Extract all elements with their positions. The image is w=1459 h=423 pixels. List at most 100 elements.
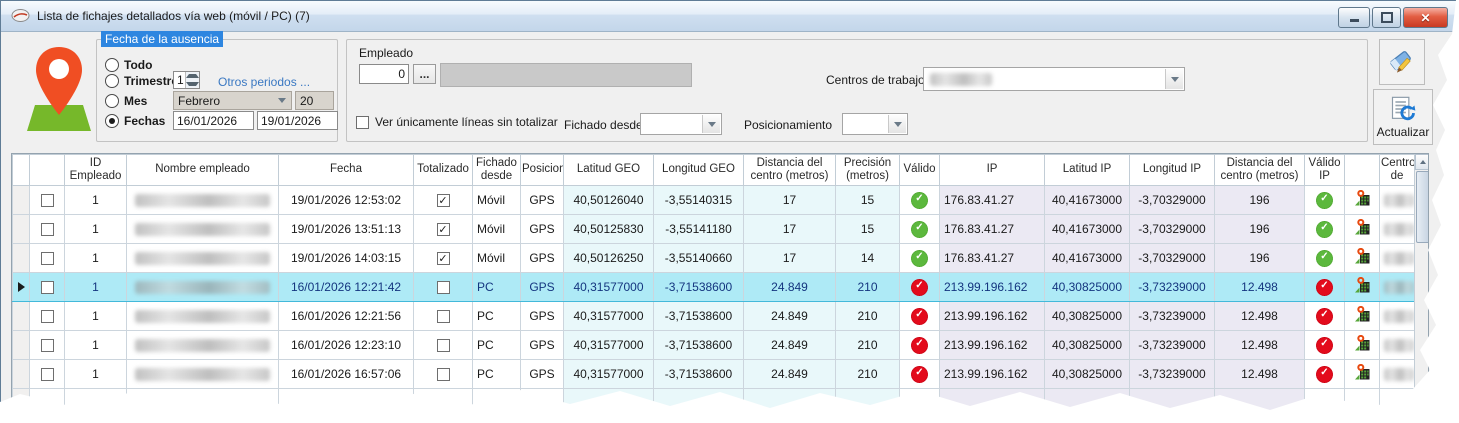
cell-latitud-geo[interactable] — [564, 418, 654, 422]
cell-fecha[interactable]: 19/01/2026 12:53:02 — [278, 185, 414, 215]
cell-fecha[interactable] — [279, 418, 414, 422]
cell-row-checkbox[interactable] — [29, 214, 65, 244]
cell-centro-de[interactable] — [1379, 359, 1415, 389]
cell-row-checkbox[interactable] — [29, 330, 65, 360]
col-header-id-empleado[interactable]: ID Empleado — [64, 154, 127, 186]
cell-centro-icon[interactable] — [1345, 418, 1380, 422]
cell-posicionamiento[interactable]: GPS — [520, 185, 564, 215]
cell-centro-de[interactable] — [1379, 243, 1415, 273]
cell-longitud-geo[interactable]: -3,55140660 — [653, 243, 744, 273]
cell-latitud-ip[interactable]: 40,30825000 — [1044, 272, 1130, 302]
cell-distancia-centro-ip[interactable]: 12.498 — [1214, 330, 1305, 360]
cell-row-checkbox[interactable] — [29, 388, 65, 410]
col-header-sel[interactable] — [12, 154, 30, 186]
col-header-totalizado[interactable]: Totalizado — [413, 154, 473, 186]
cell-valido-geo[interactable] — [899, 185, 940, 215]
cell-longitud-ip[interactable] — [1130, 418, 1215, 422]
col-header-latitud-ip[interactable]: Latitud IP — [1044, 154, 1130, 186]
cell-totalizado[interactable] — [414, 418, 473, 422]
cell-sel[interactable] — [12, 388, 30, 410]
totalizado-checkbox[interactable] — [436, 368, 450, 382]
cell-latitud-geo[interactable]: 40,50126040 — [563, 185, 654, 215]
cell-longitud-geo[interactable] — [653, 388, 744, 410]
totalizado-checkbox[interactable] — [436, 223, 450, 237]
cell-fecha[interactable]: 16/01/2026 12:21:56 — [278, 301, 414, 331]
cell-ip[interactable]: 213.99.196.162 — [939, 330, 1045, 360]
cell-distancia-centro-ip[interactable]: 196 — [1214, 185, 1305, 215]
row-checkbox-checkbox[interactable] — [40, 194, 54, 208]
cell-totalizado[interactable] — [413, 388, 473, 410]
cell-fecha[interactable]: 19/01/2026 14:03:15 — [278, 243, 414, 273]
posicionamiento-combo[interactable] — [842, 113, 908, 135]
cell-id-empleado[interactable]: 1 — [64, 272, 127, 302]
cell-valido-ip[interactable] — [1304, 330, 1345, 360]
cell-distancia-centro-ip[interactable]: 12.498 — [1214, 272, 1305, 302]
cell-precision[interactable]: 210 — [835, 359, 900, 389]
cell-row-checkbox[interactable] — [29, 243, 65, 273]
col-header-fecha[interactable]: Fecha — [278, 154, 414, 186]
close-button[interactable]: ✕ — [1403, 7, 1448, 28]
cell-precision[interactable] — [836, 418, 900, 422]
radio-fechas[interactable]: Fechas — [105, 114, 165, 128]
cell-longitud-geo[interactable]: -3,71538600 — [653, 272, 744, 302]
cell-distancia-centro-ip[interactable] — [1214, 388, 1305, 410]
cell-ip[interactable]: 213.99.196.162 — [939, 272, 1045, 302]
cell-valido-geo[interactable] — [899, 330, 940, 360]
cell-id-empleado[interactable] — [64, 388, 127, 410]
trimestre-spinner-arrows[interactable] — [185, 72, 199, 88]
cell-longitud-ip[interactable]: -3,70329000 — [1129, 185, 1215, 215]
cell-distancia-centro-geo[interactable] — [743, 388, 836, 410]
col-header-distancia-centro-ip[interactable]: Distancia del centro (metros) — [1214, 154, 1305, 186]
centros-trabajo-combo[interactable] — [923, 67, 1185, 91]
cell-latitud-geo[interactable]: 40,31577000 — [563, 301, 654, 331]
col-header-valido-geo[interactable]: Válido — [899, 154, 940, 186]
cell-sel[interactable] — [12, 214, 30, 244]
cell-totalizado[interactable] — [413, 330, 473, 360]
cell-valido-ip[interactable] — [1304, 185, 1345, 215]
cell-fecha[interactable]: 16/01/2026 12:21:42 — [278, 272, 414, 302]
cell-sel[interactable] — [12, 330, 30, 360]
cell-centro-icon[interactable] — [1344, 330, 1380, 360]
cell-fichado-desde[interactable] — [473, 418, 521, 422]
cell-totalizado[interactable] — [413, 301, 473, 331]
cell-totalizado[interactable] — [413, 214, 473, 244]
cell-latitud-ip[interactable]: 40,41673000 — [1044, 243, 1130, 273]
cell-id-empleado[interactable]: 1 — [64, 185, 127, 215]
cell-precision[interactable]: 14 — [835, 243, 900, 273]
cell-centro-icon[interactable] — [1344, 388, 1380, 410]
col-header-distancia-centro-geo[interactable]: Distancia del centro (metros) — [743, 154, 836, 186]
cell-posicionamiento[interactable]: GPS — [520, 301, 564, 331]
cell-latitud-ip[interactable]: 40,30825000 — [1044, 301, 1130, 331]
cell-ip[interactable]: 176.83.41.27 — [939, 243, 1045, 273]
cell-ip[interactable] — [940, 418, 1045, 422]
cell-centro-de[interactable] — [1379, 185, 1415, 215]
cell-latitud-geo[interactable]: 40,50126250 — [563, 243, 654, 273]
cell-centro-icon[interactable] — [1344, 272, 1380, 302]
vertical-scrollbar[interactable] — [1414, 154, 1428, 410]
cell-valido-ip[interactable] — [1305, 418, 1345, 422]
totalizado-checkbox[interactable] — [436, 339, 450, 353]
cell-fichado-desde[interactable]: PC — [472, 330, 521, 360]
cell-posicionamiento[interactable]: GPS — [520, 359, 564, 389]
cell-precision[interactable]: 15 — [835, 185, 900, 215]
cell-precision[interactable] — [835, 388, 900, 410]
cell-precision[interactable]: 210 — [835, 301, 900, 331]
empleado-browse-button[interactable]: ... — [413, 64, 436, 84]
cell-valido-ip[interactable] — [1304, 359, 1345, 389]
cell-posicionamiento[interactable]: GPS — [520, 214, 564, 244]
cell-fichado-desde[interactable]: Móvil — [472, 185, 521, 215]
cell-longitud-geo[interactable]: -3,71538600 — [653, 301, 744, 331]
cell-id-empleado[interactable]: 1 — [64, 301, 127, 331]
cell-sel[interactable] — [12, 243, 30, 273]
cell-latitud-geo[interactable]: 40,31577000 — [563, 330, 654, 360]
row-checkbox-checkbox[interactable] — [40, 310, 54, 324]
cell-valido-geo[interactable] — [899, 243, 940, 273]
cell-fecha[interactable] — [278, 388, 414, 410]
cell-latitud-ip[interactable] — [1044, 388, 1130, 410]
fichajes-table[interactable]: ID Empleado Nombre empleado Fecha Totalizad… — [12, 154, 1415, 422]
cell-totalizado[interactable] — [413, 272, 473, 302]
cell-longitud-ip[interactable]: -3,70329000 — [1129, 243, 1215, 273]
cell-nombre-empleado[interactable] — [126, 185, 279, 215]
table-row[interactable]: 119/01/2026 14:03:15MóvilGPS40,50126250-… — [12, 243, 1415, 273]
cell-centro-de[interactable] — [1380, 418, 1415, 422]
